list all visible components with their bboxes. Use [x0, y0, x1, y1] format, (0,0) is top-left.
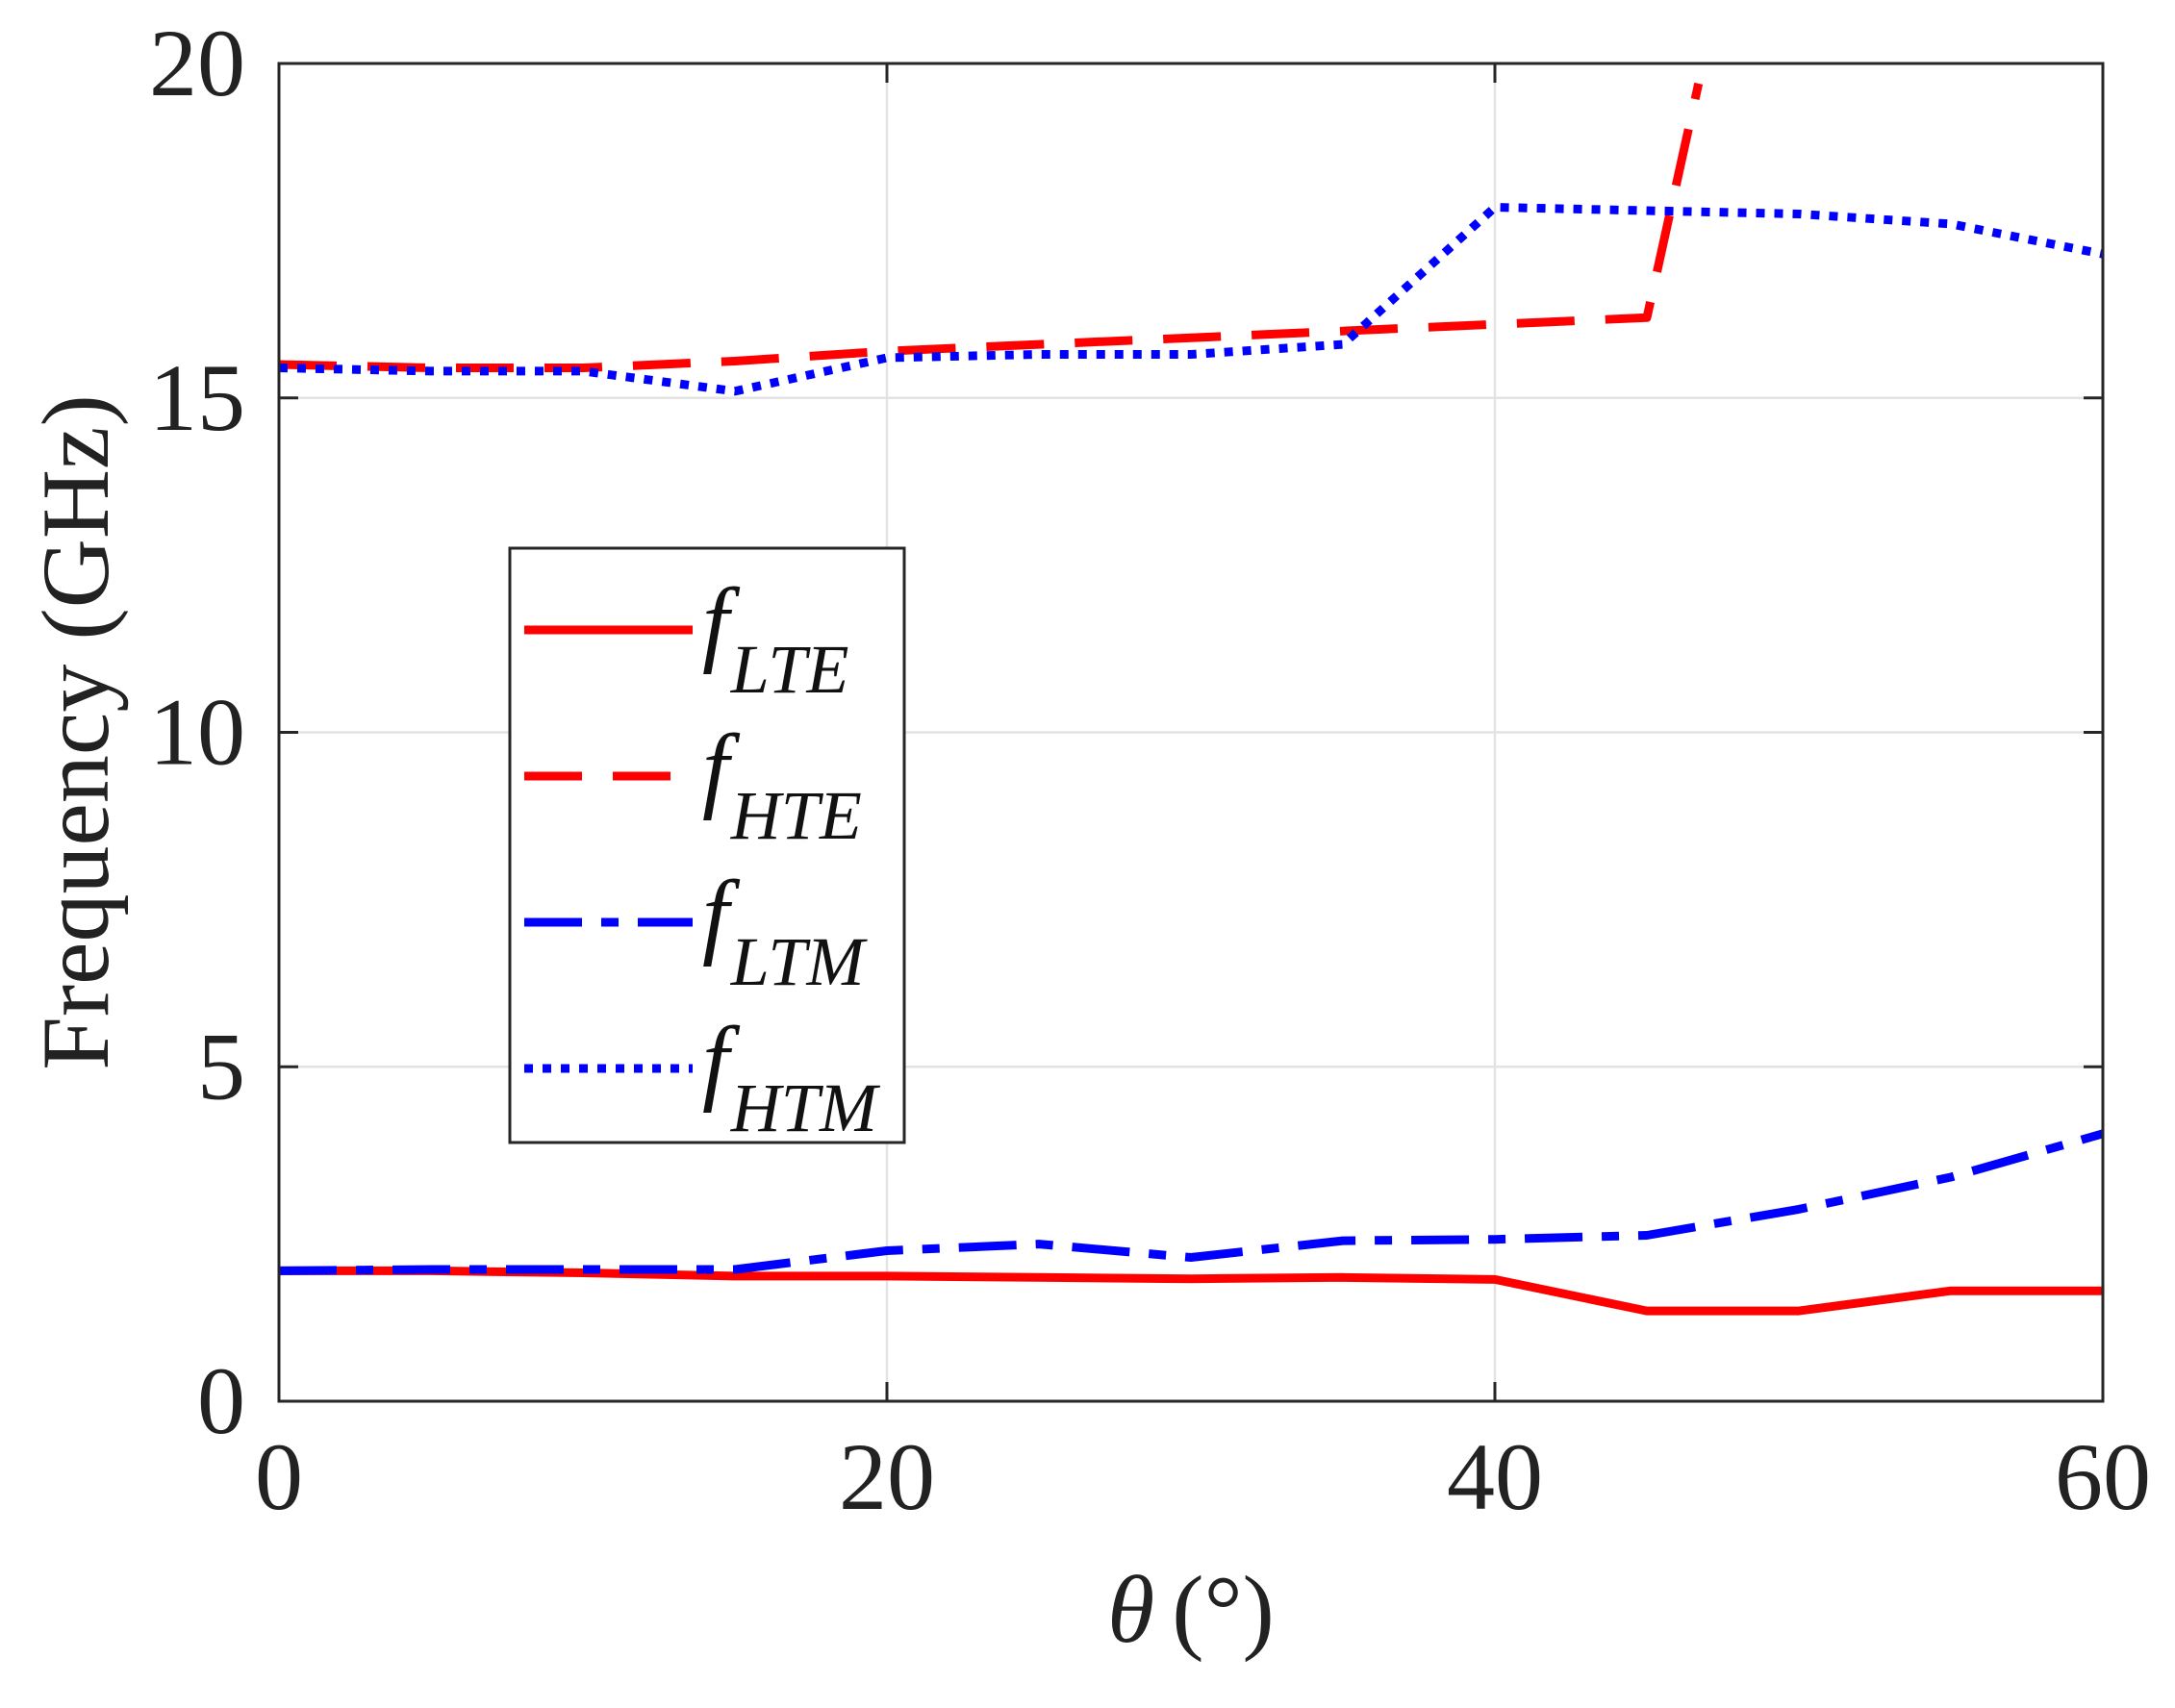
x-tick-label: 60 — [2055, 1423, 2151, 1530]
x-tick-label: 40 — [1447, 1423, 1543, 1530]
legend-label-subscript: HTM — [730, 1069, 881, 1146]
y-tick-label: 10 — [149, 679, 245, 786]
axis-ticks: 0 20 40 60 0 5 10 15 20 — [149, 10, 2151, 1530]
y-tick-label: 15 — [149, 344, 245, 451]
y-tick-label: 20 — [149, 10, 245, 116]
x-axis-label: θ (°) — [1107, 1556, 1275, 1663]
series-line-f-hte — [278, 82, 1704, 372]
legend-label-subscript: HTE — [730, 777, 862, 854]
legend-box — [508, 546, 906, 1144]
legend-label-subscript: LTE — [730, 631, 849, 708]
series-line-f-ltm — [278, 1129, 2105, 1275]
x-tick-label: 20 — [839, 1423, 935, 1530]
y-axis-label: Frequency (GHz) — [22, 394, 129, 1070]
series-lines — [278, 82, 2105, 1316]
x-axis-unit: (°) — [1172, 1556, 1275, 1663]
series-line-f-htm — [278, 203, 2104, 396]
legend-label-f-ltm: fLTM — [702, 861, 868, 1000]
y-tick-label: 0 — [197, 1347, 245, 1454]
x-axis-symbol: θ — [1107, 1556, 1154, 1663]
legend-label-f-lte: fLTE — [702, 568, 848, 708]
y-tick-label: 5 — [197, 1013, 245, 1119]
x-tick-label: 0 — [255, 1423, 303, 1530]
legend-label-subscript: LTM — [730, 923, 869, 1000]
